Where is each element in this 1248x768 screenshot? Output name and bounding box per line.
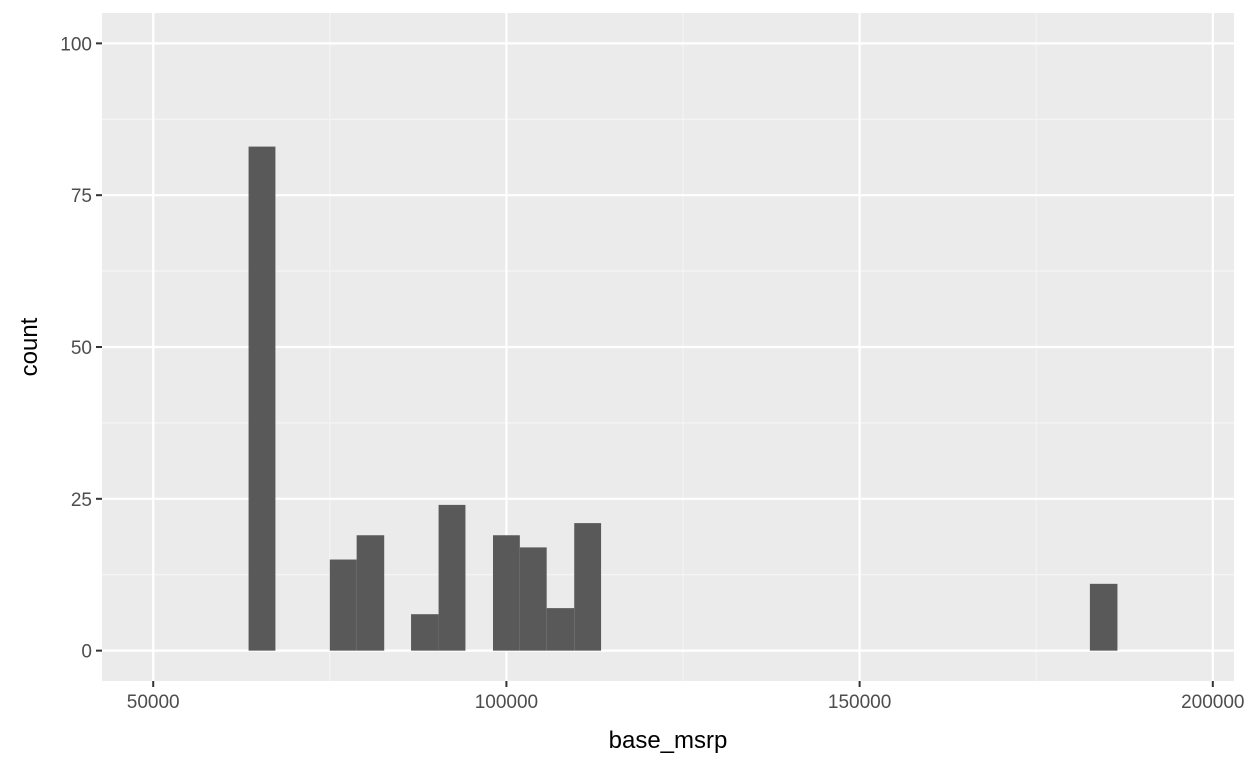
histogram-bar — [356, 535, 385, 651]
x-axis-title: base_msrp — [609, 727, 728, 754]
histogram-bar — [519, 547, 547, 651]
histogram-bar — [574, 523, 602, 651]
x-tick-label: 150000 — [828, 692, 891, 713]
y-tick-label: 50 — [71, 338, 92, 359]
x-tick-label: 50000 — [127, 692, 180, 713]
grid-major — [102, 13, 1234, 681]
histogram-bar — [248, 146, 276, 651]
histogram-bar — [546, 608, 575, 651]
y-axis-ticks: 0 25 50 75 100 — [60, 34, 102, 663]
histogram-bar — [411, 614, 439, 651]
x-tick-label: 100000 — [475, 692, 538, 713]
histogram-bar — [1089, 583, 1118, 651]
histogram-bar — [329, 559, 357, 651]
y-tick-label: 75 — [71, 186, 92, 207]
bars — [248, 146, 1118, 651]
x-tick-label: 200000 — [1181, 692, 1244, 713]
histogram-bar — [492, 535, 520, 651]
y-tick-label: 0 — [81, 642, 92, 663]
y-tick-label: 100 — [60, 34, 92, 55]
y-tick-label: 25 — [71, 490, 92, 511]
y-axis-title: count — [16, 317, 43, 376]
histogram-bar — [438, 504, 466, 651]
x-axis-ticks: 50000 100000 150000 200000 — [127, 681, 1245, 713]
